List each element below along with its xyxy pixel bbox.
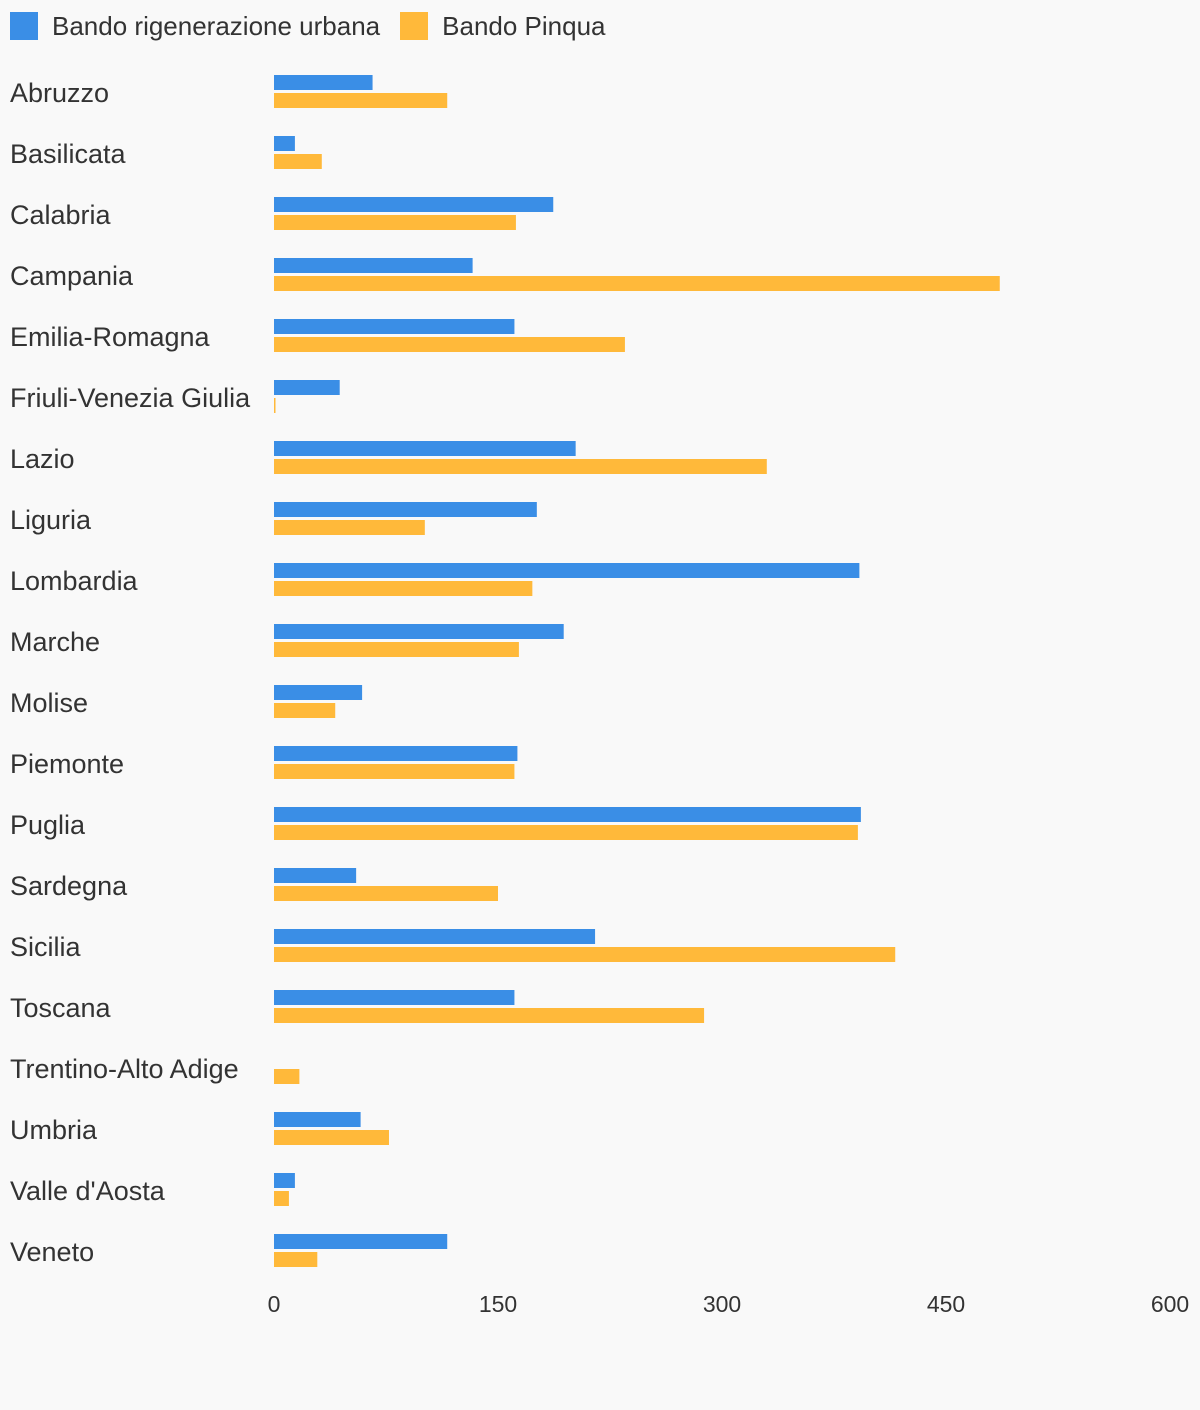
bar-rigenerazione[interactable] <box>274 1112 361 1127</box>
bar-rigenerazione[interactable] <box>274 929 596 944</box>
bar-rigenerazione[interactable] <box>274 380 340 395</box>
legend-label-pinqua: Bando Pinqua <box>442 10 606 41</box>
bar-rigenerazione[interactable] <box>274 1173 295 1188</box>
category-label: Veneto <box>10 1237 94 1267</box>
chart-legend: Bando rigenerazione urbana Bando Pinqua <box>10 8 626 44</box>
bar-pinqua[interactable] <box>274 1130 389 1145</box>
x-tick-label: 150 <box>479 1291 517 1317</box>
bar-pinqua[interactable] <box>274 154 322 169</box>
category-label: Valle d'Aosta <box>10 1176 166 1206</box>
bar-pinqua[interactable] <box>274 1191 289 1206</box>
category-labels: Abruzzo Basilicata Calabria Campania Emilia-… <box>10 78 251 1267</box>
bar-pinqua[interactable] <box>274 947 896 962</box>
bar-pinqua[interactable] <box>274 398 276 413</box>
bar-pinqua[interactable] <box>274 520 425 535</box>
category-label: Friuli-Venezia Giulia <box>10 383 251 413</box>
category-label: Emilia-Romagna <box>10 322 211 352</box>
category-label: Lazio <box>10 444 75 474</box>
bar-pinqua[interactable] <box>274 825 858 840</box>
bar-rigenerazione[interactable] <box>274 75 373 90</box>
bars <box>274 75 1000 1267</box>
bar-pinqua[interactable] <box>274 93 448 108</box>
category-label: Marche <box>10 627 100 657</box>
bar-rigenerazione[interactable] <box>274 868 357 883</box>
category-label: Puglia <box>10 810 86 840</box>
category-label: Campania <box>10 261 134 291</box>
bar-rigenerazione[interactable] <box>274 319 515 334</box>
legend-swatch-rigenerazione <box>10 12 38 40</box>
bar-rigenerazione[interactable] <box>274 258 473 273</box>
category-label: Molise <box>10 688 88 718</box>
bar-pinqua[interactable] <box>274 337 625 352</box>
category-label: Toscana <box>10 993 112 1023</box>
bar-rigenerazione[interactable] <box>274 441 576 456</box>
x-tick-label: 300 <box>703 1291 741 1317</box>
category-label: Piemonte <box>10 749 124 779</box>
category-label: Liguria <box>10 505 92 535</box>
x-tick-label: 0 <box>268 1291 281 1317</box>
category-label: Trentino-Alto Adige <box>10 1054 239 1084</box>
bar-rigenerazione[interactable] <box>274 807 861 822</box>
category-label: Umbria <box>10 1115 98 1145</box>
bar-rigenerazione[interactable] <box>274 990 515 1005</box>
bar-pinqua[interactable] <box>274 276 1000 291</box>
bar-rigenerazione[interactable] <box>274 197 554 212</box>
bar-pinqua[interactable] <box>274 581 533 596</box>
category-label: Abruzzo <box>10 78 109 108</box>
bar-rigenerazione[interactable] <box>274 746 518 761</box>
x-axis-ticks: 0 150 300 450 600 <box>268 1291 1190 1317</box>
legend-item-rigenerazione[interactable]: Bando rigenerazione urbana <box>10 11 380 42</box>
category-label: Lombardia <box>10 566 139 596</box>
bar-pinqua[interactable] <box>274 1252 318 1267</box>
bar-rigenerazione[interactable] <box>274 136 295 151</box>
bar-pinqua[interactable] <box>274 642 519 657</box>
category-label: Sicilia <box>10 932 82 962</box>
bar-pinqua[interactable] <box>274 886 498 901</box>
bar-pinqua[interactable] <box>274 703 336 718</box>
bar-rigenerazione[interactable] <box>274 502 537 517</box>
category-label: Sardegna <box>10 871 128 901</box>
x-tick-label: 450 <box>927 1291 965 1317</box>
bar-pinqua[interactable] <box>274 764 515 779</box>
bar-pinqua[interactable] <box>274 1008 705 1023</box>
bar-pinqua[interactable] <box>274 215 516 230</box>
category-label: Calabria <box>10 200 112 230</box>
bar-pinqua[interactable] <box>274 459 767 474</box>
bar-rigenerazione[interactable] <box>274 685 363 700</box>
legend-swatch-pinqua <box>400 12 429 40</box>
bar-pinqua[interactable] <box>274 1069 300 1084</box>
bar-rigenerazione[interactable] <box>274 1234 448 1249</box>
legend-item-pinqua[interactable]: Bando Pinqua <box>400 10 606 42</box>
bar-rigenerazione[interactable] <box>274 624 564 639</box>
bar-rigenerazione[interactable] <box>274 563 860 578</box>
legend-label-rigenerazione: Bando rigenerazione urbana <box>52 10 381 41</box>
x-tick-label: 600 <box>1151 1291 1189 1317</box>
category-label: Basilicata <box>10 139 127 169</box>
